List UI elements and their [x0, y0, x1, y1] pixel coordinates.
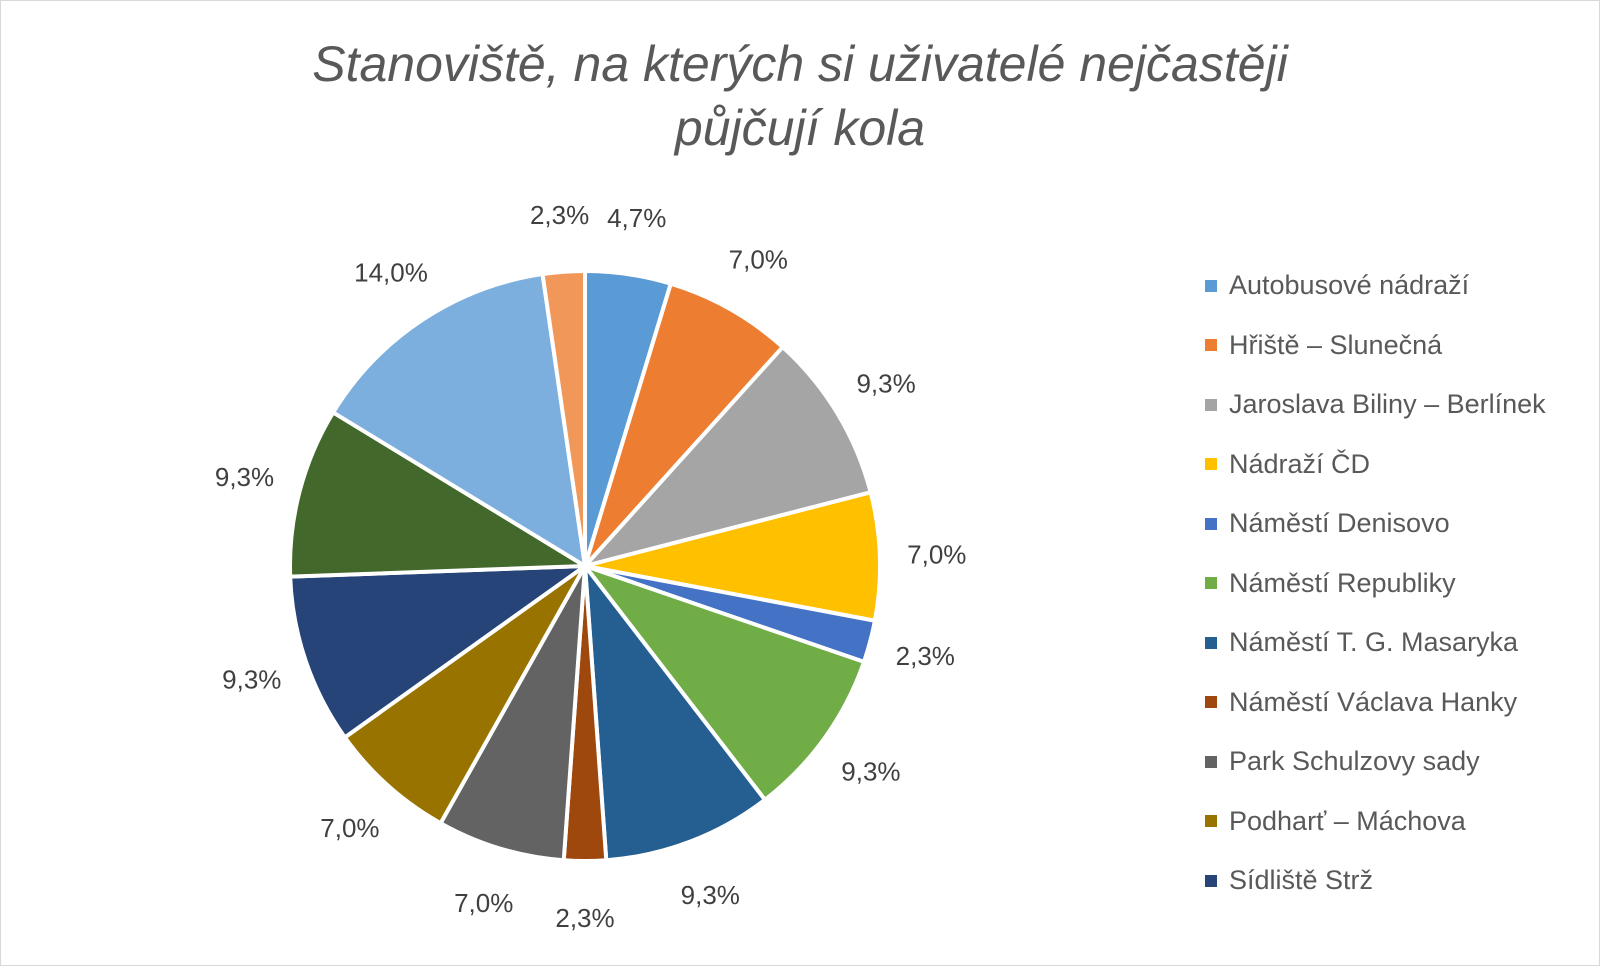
data-label: 2,3% [555, 903, 614, 933]
data-label: 14,0% [354, 257, 428, 287]
legend-item: Náměstí Denisovo [1205, 494, 1585, 554]
pie-slice [288, 564, 587, 740]
legend-swatch [1205, 398, 1217, 411]
legend-swatch [1205, 339, 1217, 352]
chart-legend: Autobusové nádraží Hřiště – Slunečná Jaros… [1205, 256, 1585, 911]
data-label: 7,0% [729, 245, 788, 275]
legend-item: Sídliště Strž [1205, 851, 1585, 911]
legend-item: Autobusové nádraží [1205, 256, 1585, 316]
pie-slice [342, 564, 587, 826]
pie-slice [583, 281, 785, 568]
legend-label: Náměstí Republiky [1229, 567, 1456, 598]
legend-label: Sídliště Strž [1229, 865, 1374, 896]
legend-swatch [1205, 874, 1217, 887]
legend-item: Podharť – Máchova [1205, 792, 1585, 852]
pie-slice [583, 564, 767, 863]
legend-label: Park Schulzovy sady [1229, 746, 1480, 777]
legend-swatch [1205, 636, 1217, 649]
data-label: 9,3% [215, 462, 274, 492]
pie-slice [438, 564, 587, 863]
data-label: 7,0% [320, 813, 379, 843]
pie-slice [583, 490, 882, 623]
data-label: 9,3% [841, 756, 900, 786]
legend-swatch [1205, 815, 1217, 828]
legend-swatch [1205, 577, 1217, 590]
data-label: 9,3% [856, 369, 915, 399]
pie-slice [583, 564, 866, 802]
legend-swatch [1205, 517, 1217, 530]
data-label: 9,3% [222, 664, 281, 694]
legend-swatch [1205, 458, 1217, 471]
data-label: 9,3% [681, 880, 740, 910]
data-label: 4,7% [607, 203, 666, 233]
legend-label: Hřiště – Slunečná [1229, 329, 1443, 360]
legend-item: Jaroslava Biliny – Berlínek [1205, 375, 1585, 435]
legend-label: Náměstí Václava Hanky [1229, 686, 1518, 717]
pie-slice [583, 345, 873, 568]
data-label: 2,3% [530, 200, 589, 230]
legend-swatch [1205, 279, 1217, 292]
legend-label: Nádraží ČD [1229, 448, 1371, 479]
legend-label: Náměstí T. G. Masaryka [1229, 627, 1519, 658]
legend-label: Jaroslava Biliny – Berlínek [1229, 389, 1546, 420]
pie-slice [288, 410, 587, 579]
legend-label: Náměstí Denisovo [1229, 508, 1450, 539]
legend-item: Náměstí Václava Hanky [1205, 673, 1585, 733]
chart-title-line-2: půjčují kola [674, 100, 926, 156]
chart-title: Stanoviště, na kterých si uživatelé nejč… [0, 32, 1600, 160]
legend-item: Nádraží ČD [1205, 435, 1585, 495]
data-label: 7,0% [454, 888, 513, 918]
legend-swatch [1205, 755, 1217, 768]
chart-title-line-1: Stanoviště, na kterých si uživatelé nejč… [312, 36, 1288, 92]
data-label: 7,0% [907, 539, 966, 569]
legend-item: Park Schulzovy sady [1205, 732, 1585, 792]
data-label: 2,3% [896, 641, 955, 671]
legend-item: Náměstí T. G. Masaryka [1205, 613, 1585, 673]
legend-label: Autobusové nádraží [1229, 270, 1470, 301]
pie-slice [540, 269, 587, 568]
legend-swatch [1205, 696, 1217, 709]
legend-item: Hřiště – Slunečná [1205, 316, 1585, 376]
legend-item: Náměstí Republiky [1205, 554, 1585, 614]
legend-label: Podharť – Máchova [1229, 805, 1466, 836]
pie-slice [331, 272, 587, 568]
